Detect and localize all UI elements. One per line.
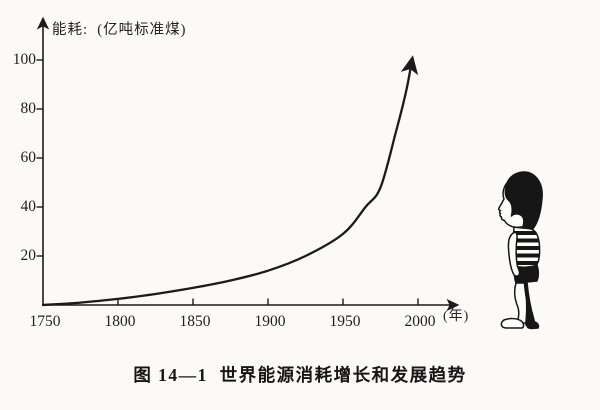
x-tick-label: 1750 bbox=[29, 313, 61, 330]
x-axis-ticks bbox=[117, 298, 419, 305]
x-tick-label: 1850 bbox=[179, 313, 211, 330]
energy-consumption-curve bbox=[41, 55, 419, 307]
child-front-leg bbox=[513, 282, 528, 324]
shirt-stripes bbox=[513, 231, 540, 265]
child-arm bbox=[507, 231, 521, 277]
x-tick-label: 1950 bbox=[329, 313, 361, 330]
figure-caption: 图 14—1 世界能源消耗增长和发展趋势 bbox=[133, 365, 467, 385]
y-axis-ticks bbox=[36, 59, 43, 257]
child-front-foot bbox=[500, 317, 525, 329]
y-tick-label: 60 bbox=[20, 149, 37, 166]
y-axis-title: 能耗: (亿吨标准煤) bbox=[52, 22, 187, 38]
x-tick-label: 1900 bbox=[254, 313, 286, 330]
y-tick-label: 100 bbox=[12, 51, 36, 68]
x-axis-unit-label: (年) bbox=[443, 309, 470, 324]
child-illustration bbox=[497, 171, 543, 330]
x-tick-label: 1800 bbox=[104, 313, 136, 330]
y-tick-label: 40 bbox=[20, 198, 37, 215]
y-tick-label: 80 bbox=[20, 100, 37, 117]
x-tick-label: 2000 bbox=[404, 313, 436, 330]
y-tick-label: 20 bbox=[20, 247, 37, 264]
child-hair bbox=[504, 171, 543, 234]
child-far-foot bbox=[526, 320, 540, 330]
